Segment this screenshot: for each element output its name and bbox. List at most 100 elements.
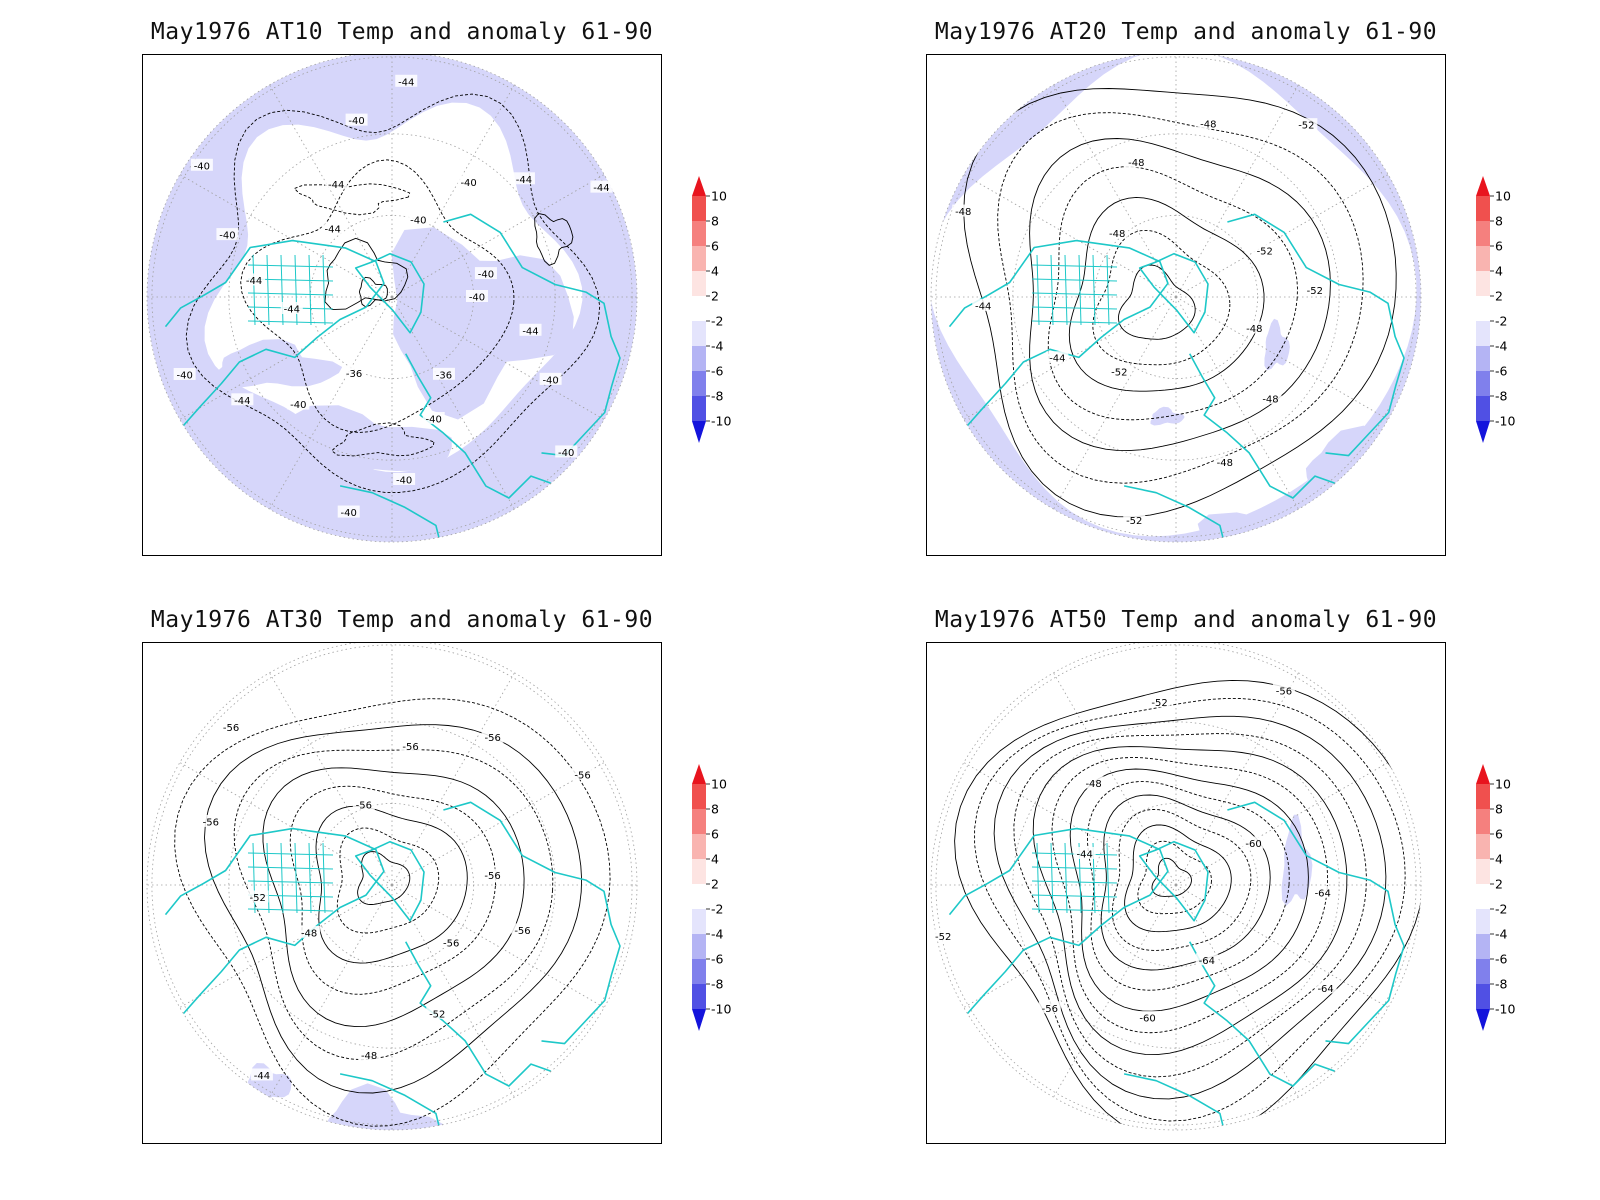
colorbar-ticks: 10 8 6 4 2 -2 -4 -6 -8 -10 <box>706 189 731 429</box>
contour-label-bg <box>1213 455 1236 468</box>
colorbar-segment <box>1476 371 1490 396</box>
political-border <box>1031 866 1118 870</box>
colorbar-tick-label: -4 <box>1495 927 1508 942</box>
contour-line <box>240 159 515 433</box>
colorbar-tick-label: -6 <box>711 364 724 379</box>
contour-line <box>1069 768 1309 1012</box>
colorbar-segment <box>1476 271 1490 296</box>
colorbar-tick-label: -6 <box>1495 364 1508 379</box>
graticule <box>147 55 637 542</box>
colorbar-tick-label: 4 <box>711 852 719 867</box>
contour-label-bg <box>426 1006 449 1019</box>
coastline-asia <box>1227 213 1405 457</box>
coastline-asia <box>443 801 621 1045</box>
contour-line <box>1117 264 1196 340</box>
colorbar-segment <box>692 959 706 984</box>
contour-label: -56 <box>574 770 590 781</box>
contour-label: -48 <box>1128 158 1144 169</box>
colorbar-segments <box>1476 176 1490 443</box>
contour-label: -56 <box>1276 686 1292 697</box>
polar-map: -64 -60 -56 -52 -44 -48 -52 -56 -60 -64 -64 <box>930 643 1422 1131</box>
colorbar-at50: 10 8 6 4 2 -2 -4 -6 -8 -10 <box>1474 762 1534 1052</box>
contour-label-bg <box>1125 155 1148 168</box>
contour-label-bg <box>1311 886 1334 899</box>
colorbar-segment <box>692 296 706 321</box>
map-disk <box>147 55 637 542</box>
contour-label-bg <box>1253 244 1276 257</box>
contour-label: -40 <box>290 400 306 411</box>
map-boundary <box>146 55 638 543</box>
contour-label-bg <box>321 221 344 234</box>
contour-label: -44 <box>1076 849 1092 860</box>
meridian-line <box>269 672 393 886</box>
anomaly-area <box>1264 318 1290 371</box>
coastline-asia <box>1227 801 1405 1045</box>
colorbar-segment <box>692 859 706 884</box>
contour-line <box>1092 229 1231 366</box>
contour-label-bg <box>1046 351 1069 364</box>
map-frame: -64 -60 -56 -52 -44 -48 -52 -56 -60 -64 -64 <box>926 642 1446 1144</box>
contour-label: -44 <box>325 224 341 235</box>
contour-label: -56 <box>356 800 372 811</box>
colorbar-tick-label: -10 <box>1495 414 1515 429</box>
contour-line <box>324 237 409 311</box>
coastline-greenland <box>354 840 425 922</box>
contour-label-bg <box>466 290 488 302</box>
contour-line <box>174 698 611 1127</box>
contour-label-bg <box>393 472 416 485</box>
political-border <box>1031 264 1118 268</box>
contour-label-bg <box>1123 513 1146 526</box>
colorbar-tick-label: -4 <box>1495 339 1508 354</box>
contour-label: -36 <box>346 369 362 380</box>
meridian-line <box>963 762 1177 886</box>
colorbar-segment <box>692 396 706 421</box>
colorbar-tick-label: 8 <box>1495 802 1503 817</box>
contour-line <box>1087 781 1290 991</box>
colorbar-tick-label: 4 <box>1495 264 1503 279</box>
colorbar-segment <box>1476 784 1490 809</box>
colorbar-tick-label: -2 <box>1495 902 1507 917</box>
meridian-line <box>1175 296 1299 510</box>
map-boundary <box>146 643 638 1131</box>
political-border <box>247 866 334 870</box>
contour-line <box>357 851 411 905</box>
map-disk <box>931 643 1421 1130</box>
contour-line <box>997 112 1364 484</box>
contour-label: -44 <box>246 276 262 287</box>
graticule <box>147 643 637 1130</box>
contour-label: -44 <box>593 183 609 194</box>
contour-label: -52 <box>1257 247 1273 258</box>
colorbar-tick-label: 8 <box>711 802 719 817</box>
colorbar-tick-label: 10 <box>1495 777 1511 792</box>
contour-label: -52 <box>1307 286 1323 297</box>
contour-line <box>974 697 1406 1122</box>
colorbar-tick-label: -2 <box>711 902 723 917</box>
contour-line <box>293 183 411 216</box>
meridian-line <box>391 296 515 510</box>
contour-label: -48 <box>1109 229 1125 240</box>
meridian-line <box>1175 884 1299 1098</box>
coastline-africa <box>1123 1073 1229 1130</box>
contour-label: -48 <box>301 928 317 939</box>
colorbar-tick-label: -8 <box>1495 977 1508 992</box>
meridian-line <box>269 296 393 510</box>
neutral-area <box>342 193 482 225</box>
colorbar-arrow-bottom <box>692 421 706 443</box>
contour-label: -44 <box>234 396 250 407</box>
contour-label: -40 <box>542 375 558 386</box>
contour-label-bg <box>1106 226 1129 239</box>
temperature-contours <box>963 88 1397 518</box>
colorbar-tick-label: 6 <box>1495 239 1503 254</box>
latitude-circle <box>935 644 1417 1126</box>
contour-line <box>1137 840 1212 915</box>
colorbar-segment <box>692 834 706 859</box>
panel-at50: May1976 AT50 Temp and anomaly 61-90 -64-… <box>926 606 1446 1146</box>
meridian-line <box>179 296 393 420</box>
panel-at20: May1976 AT20 Temp and anomaly 61-90 -48-… <box>926 18 1446 558</box>
anomaly-shading <box>931 55 1421 542</box>
contour-labels: -64 -60 -56 -52 -44 -48 -52 -56 -60 -64 -64 <box>932 683 1337 1025</box>
contour-line <box>993 715 1387 1100</box>
colorbar-tick-label: 2 <box>711 289 719 304</box>
contour-label: -48 <box>1217 458 1233 469</box>
contour-label-bg <box>395 74 418 87</box>
